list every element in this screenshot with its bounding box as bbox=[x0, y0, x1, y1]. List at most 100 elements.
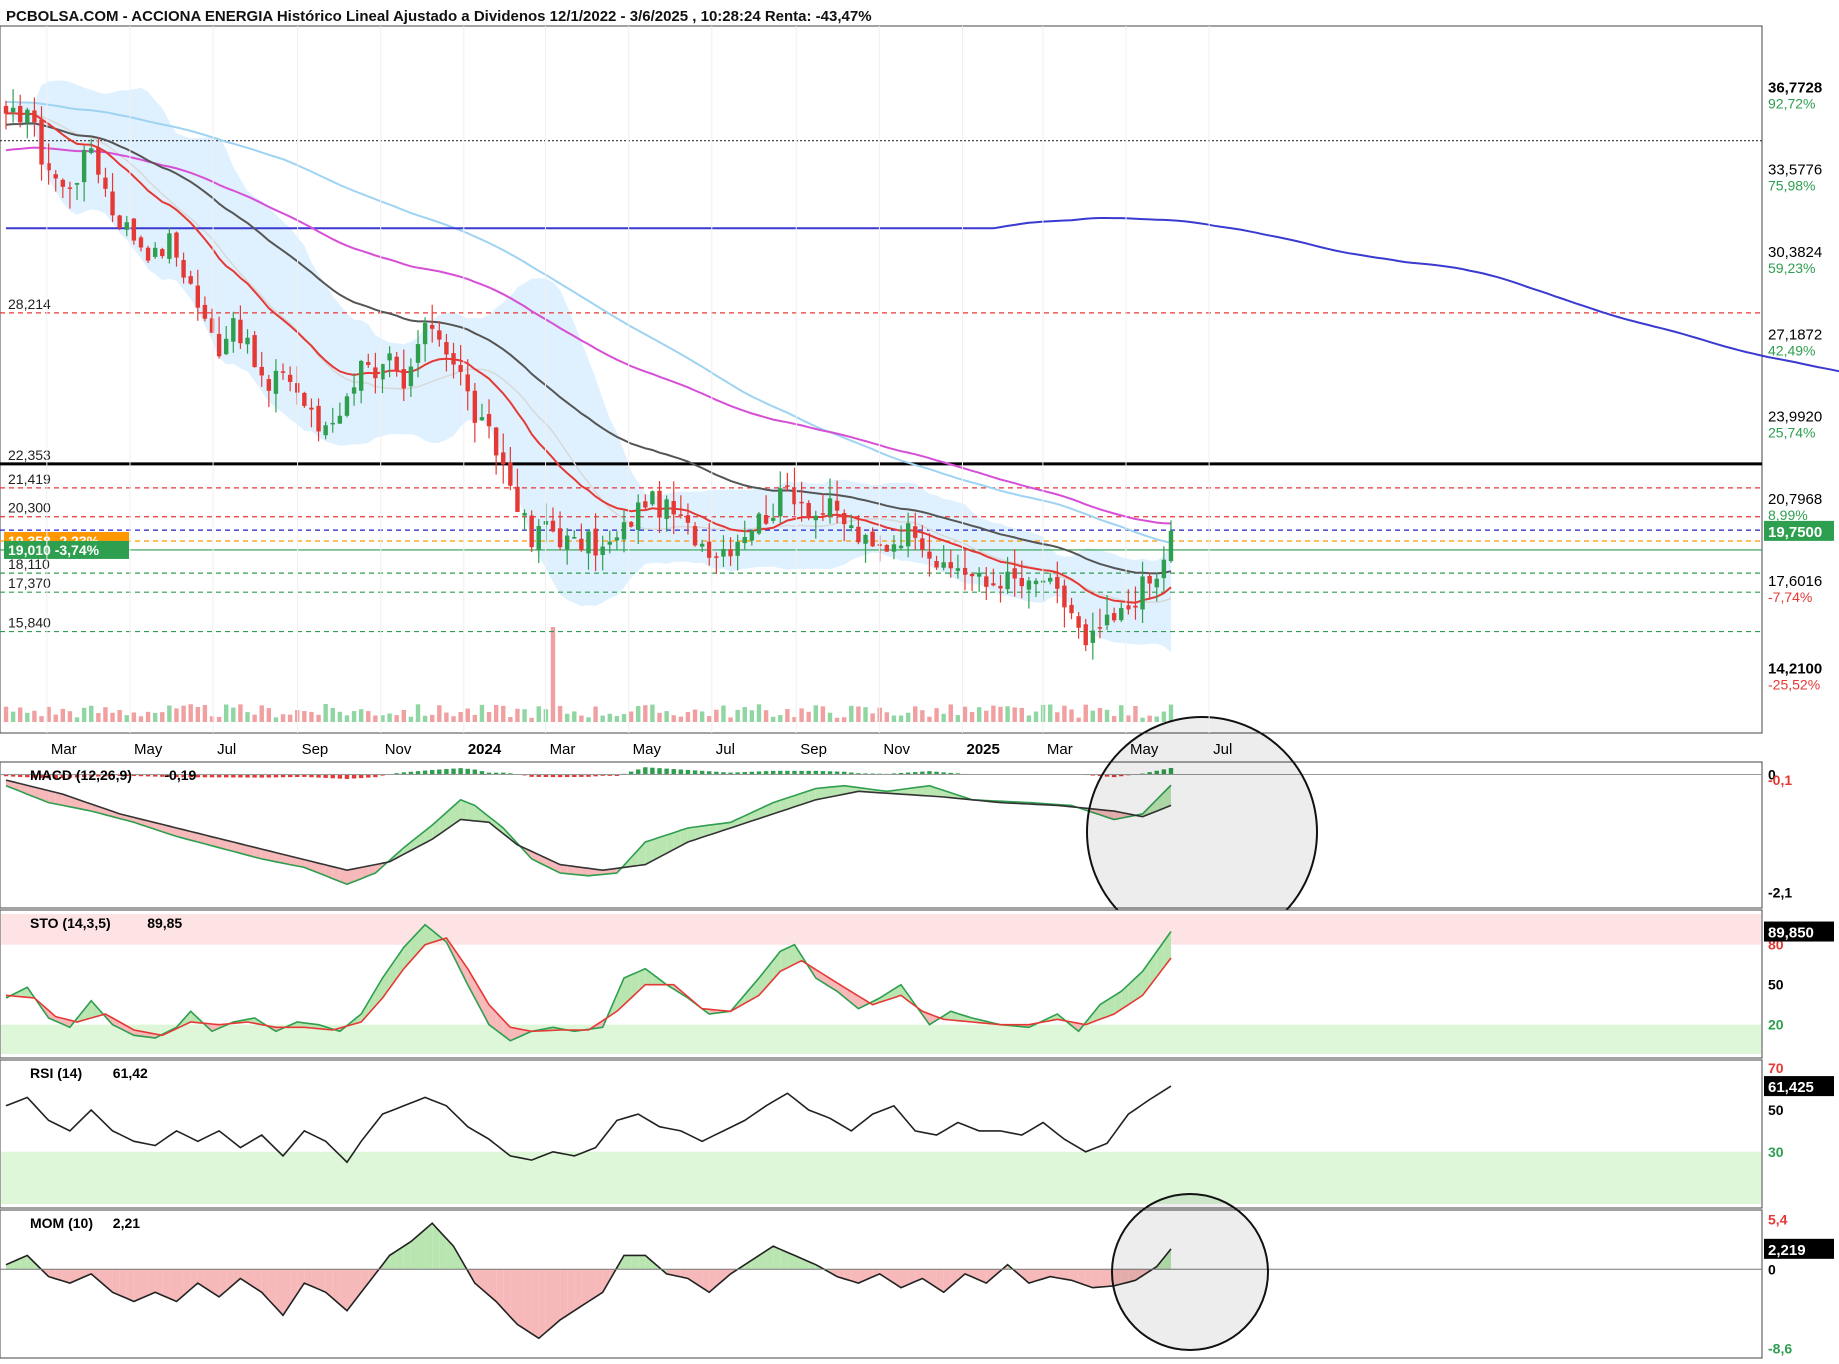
candle-body bbox=[856, 526, 861, 543]
macd-fill bbox=[233, 842, 241, 854]
candle-body bbox=[770, 517, 776, 521]
macd-histogram-bar bbox=[934, 771, 939, 775]
volume-bar bbox=[451, 716, 456, 722]
volume-bar bbox=[1161, 711, 1167, 722]
volume-bar bbox=[60, 708, 66, 722]
mom-fill bbox=[893, 1269, 902, 1288]
volume-bar bbox=[550, 627, 556, 722]
macd-histogram-bar bbox=[309, 774, 314, 778]
macd-histogram-bar bbox=[849, 772, 854, 775]
volume-bar bbox=[763, 710, 769, 722]
candle-body bbox=[998, 585, 1003, 589]
macd-fill bbox=[339, 868, 347, 885]
macd-fill bbox=[1156, 792, 1164, 812]
rsi-last-box bbox=[1764, 1076, 1834, 1097]
mom-fill bbox=[254, 1269, 262, 1293]
sto-fill bbox=[126, 1026, 134, 1036]
macd-histogram-bar bbox=[948, 772, 953, 775]
volume-bar bbox=[195, 707, 200, 722]
volume-bar bbox=[572, 711, 577, 722]
macd-histogram-bar bbox=[543, 774, 549, 777]
ema20-line bbox=[5, 112, 1172, 604]
macd-histogram-bar bbox=[472, 769, 478, 775]
mom-fill bbox=[403, 1241, 411, 1270]
volume-bar bbox=[39, 716, 44, 722]
candle-body bbox=[621, 522, 627, 540]
macd-histogram-bar bbox=[678, 769, 684, 775]
volume-bar bbox=[1069, 709, 1074, 722]
mom-fill bbox=[844, 1269, 852, 1281]
macd-histogram-bar bbox=[422, 770, 428, 775]
pct-axis-label: 8,99% bbox=[1768, 507, 1808, 523]
candle-body bbox=[1076, 616, 1081, 628]
candle-body bbox=[231, 318, 236, 342]
candle-body bbox=[408, 366, 414, 387]
macd-axis-label: -0,1 bbox=[1768, 772, 1792, 788]
volume-bar bbox=[67, 711, 73, 722]
mom-fill bbox=[62, 1269, 70, 1284]
volume-bar bbox=[522, 709, 527, 722]
macd-histogram-bar bbox=[707, 771, 712, 775]
macd-histogram-bar bbox=[103, 774, 108, 777]
macd-fill bbox=[673, 830, 681, 850]
macd-fill bbox=[780, 797, 788, 812]
mom-fill bbox=[1099, 1269, 1108, 1288]
macd-histogram-bar bbox=[913, 772, 918, 775]
volume-bar bbox=[152, 712, 158, 722]
volume-bar bbox=[515, 708, 520, 722]
mom-fill bbox=[503, 1269, 511, 1317]
macd-histogram-bar bbox=[401, 772, 406, 775]
x-axis-label: Mar bbox=[550, 741, 576, 758]
candle-body bbox=[216, 333, 222, 357]
candle-body bbox=[991, 583, 996, 586]
volume-bar bbox=[1126, 715, 1131, 722]
mom-fill bbox=[55, 1269, 63, 1281]
macd-fill bbox=[219, 838, 227, 850]
macd-histogram-bar bbox=[252, 774, 257, 778]
macd-histogram-bar bbox=[664, 768, 669, 775]
mom-fill bbox=[27, 1255, 35, 1270]
macd-histogram-bar bbox=[238, 774, 243, 778]
sto-fill bbox=[403, 939, 411, 969]
macd-histogram-bar bbox=[131, 774, 137, 777]
volume-bar bbox=[692, 709, 698, 722]
macd-histogram-bar bbox=[905, 772, 911, 775]
macd-histogram-bar bbox=[74, 774, 80, 778]
sto-fill bbox=[943, 1011, 951, 1020]
macd-fill bbox=[808, 788, 816, 803]
mom-fill bbox=[311, 1269, 319, 1290]
volume-bar bbox=[898, 715, 904, 722]
pct-axis-label: 75,98% bbox=[1768, 178, 1815, 194]
mom-axis-label: -8,6 bbox=[1768, 1340, 1792, 1356]
candle-body bbox=[1026, 580, 1032, 590]
price-axis-label: 27,1872 bbox=[1768, 326, 1822, 343]
sto-fill bbox=[893, 984, 902, 998]
candle-body bbox=[671, 501, 676, 515]
mom-fill bbox=[758, 1250, 767, 1270]
volume-bar bbox=[167, 705, 172, 722]
volume-bar bbox=[1055, 712, 1060, 722]
sto-fill bbox=[190, 1011, 198, 1023]
mom-fill bbox=[879, 1269, 887, 1279]
candle-body bbox=[863, 534, 868, 544]
sto-fill bbox=[751, 978, 759, 1000]
macd-histogram-bar bbox=[295, 774, 300, 778]
macd-fill bbox=[645, 839, 653, 865]
macd-fill bbox=[801, 790, 809, 805]
volume-bar bbox=[1133, 705, 1138, 722]
level-label: 28,214 bbox=[8, 296, 51, 312]
sto-fill bbox=[361, 1002, 369, 1022]
volume-bar bbox=[735, 709, 740, 722]
candle-body bbox=[10, 107, 16, 113]
candle-body bbox=[465, 374, 470, 392]
sto-fill bbox=[1163, 931, 1171, 968]
volume-bar bbox=[593, 706, 598, 722]
volume-bar bbox=[707, 716, 712, 722]
volume-bar bbox=[934, 708, 939, 722]
x-axis-label: Sep bbox=[302, 741, 329, 758]
mom-fill bbox=[126, 1269, 134, 1302]
volume-bar bbox=[657, 712, 662, 722]
volume-bar bbox=[863, 707, 868, 722]
volume-bar bbox=[110, 712, 115, 722]
macd-histogram-bar bbox=[827, 771, 833, 775]
